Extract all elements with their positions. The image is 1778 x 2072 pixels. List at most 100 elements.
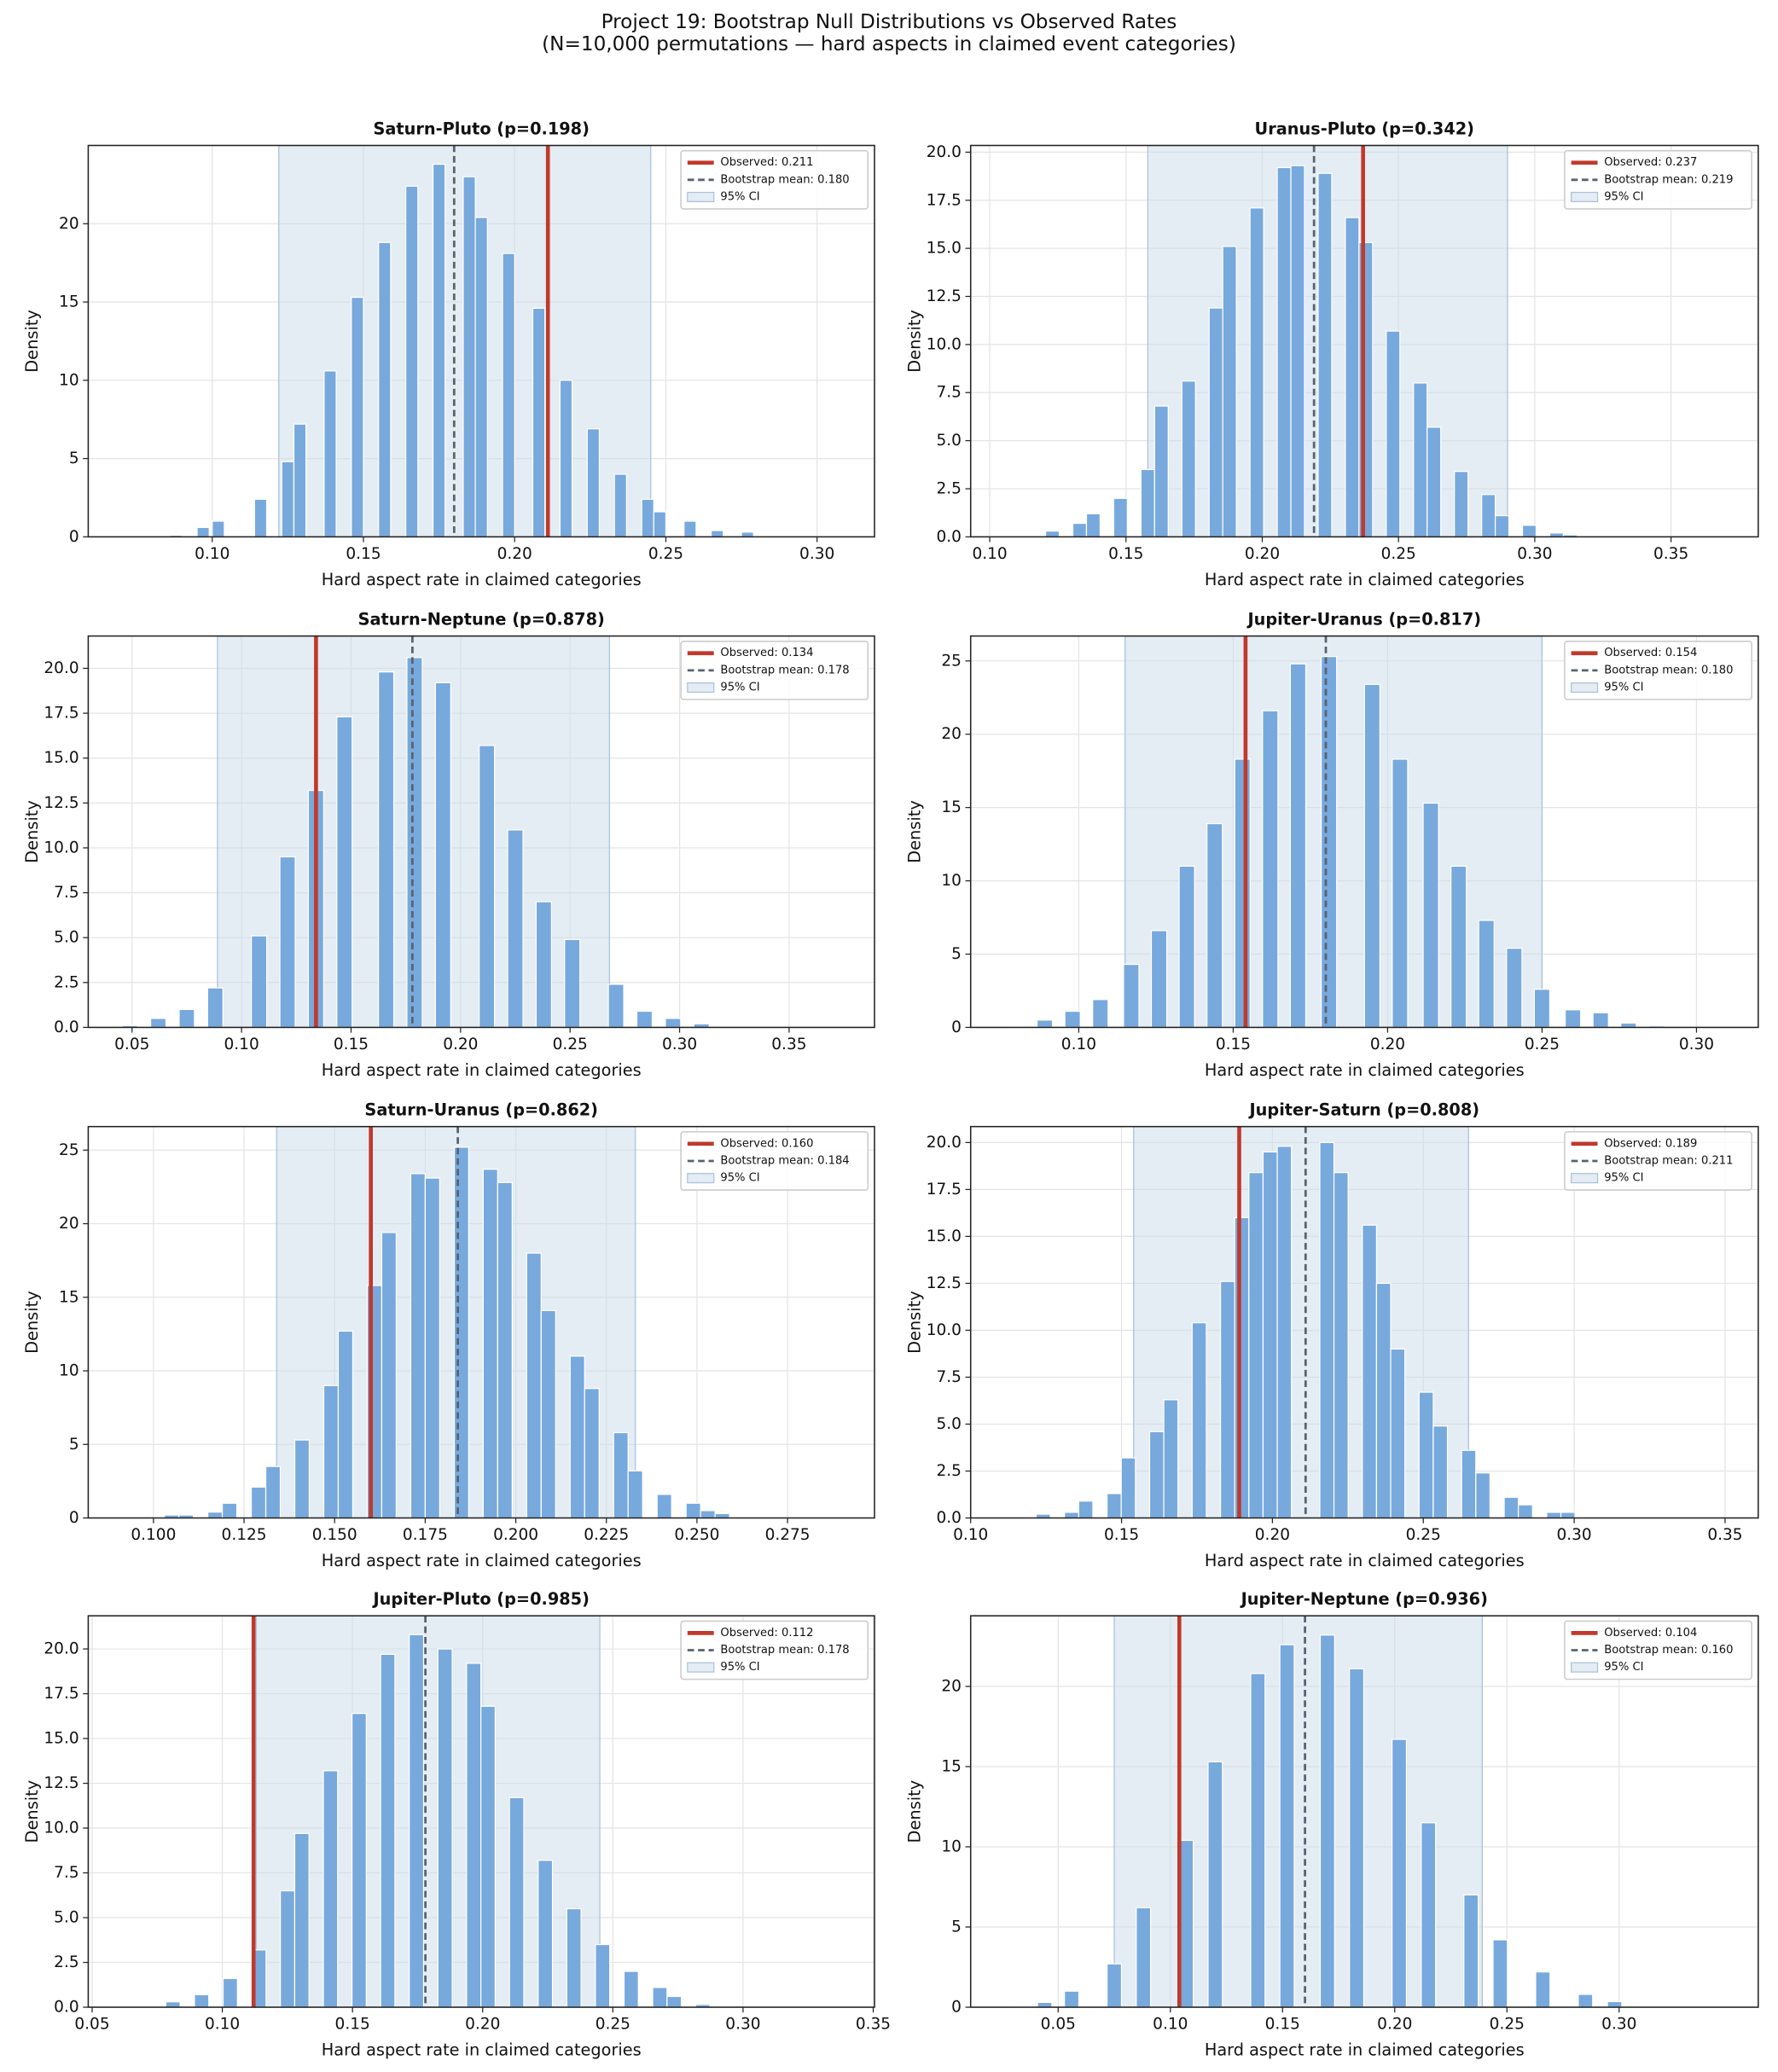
y-tick-label: 5 [951, 1918, 962, 1936]
bar [406, 657, 423, 1028]
y-tick-label: 17.5 [927, 191, 962, 209]
bar [212, 520, 225, 537]
bar [1345, 217, 1360, 537]
bar [293, 1439, 311, 1518]
bar [1163, 1399, 1179, 1518]
y-tick-label: 15 [941, 1757, 962, 1775]
subplot-title: Jupiter-Pluto (p=0.985) [372, 1589, 590, 1609]
legend-label: 95% CI [1604, 1172, 1643, 1185]
x-axis-label: Hard aspect rate in claimed categories [322, 1060, 642, 1080]
y-tick-label: 10 [59, 371, 79, 389]
bar [1432, 1425, 1449, 1518]
y-axis-label: Density [904, 1780, 924, 1843]
bar [322, 1770, 339, 2008]
bar [1106, 1963, 1123, 2008]
bar [1248, 1171, 1264, 1518]
x-tick-label: 0.225 [584, 1526, 629, 1544]
bar [1178, 865, 1195, 1028]
bar [569, 1355, 585, 1518]
x-tick-label: 0.30 [725, 2016, 760, 2034]
y-tick-label: 5.0 [54, 1909, 78, 1927]
y-tick-label: 10.0 [927, 1321, 962, 1339]
subplot: 0.100 0.125 0.150 0.175 0.200 0.225 0.250 0.275… [22, 1100, 875, 1570]
bar [613, 473, 627, 537]
bar [380, 1653, 396, 2008]
subplot-title: Saturn-Pluto (p=0.198) [374, 119, 590, 138]
x-tick-label: 0.25 [1406, 1526, 1441, 1544]
bar [1492, 1939, 1508, 2008]
bar [607, 984, 625, 1028]
y-tick-label: 2.5 [54, 1953, 78, 1971]
bar [1546, 1512, 1562, 1518]
x-tick-label: 0.125 [222, 1526, 267, 1544]
bar [432, 163, 446, 537]
legend-label: Observed: 0.104 [1604, 1627, 1697, 1640]
bar [1208, 307, 1223, 537]
x-tick-label: 0.10 [1061, 1036, 1096, 1053]
bar [1262, 1151, 1278, 1518]
bar [250, 1486, 267, 1518]
plot-area [970, 1616, 1758, 2008]
bar [337, 1330, 354, 1518]
x-tick-label: 0.15 [1108, 545, 1143, 563]
legend-label: Bootstrap mean: 0.178 [720, 1644, 849, 1657]
subplot-title: Uranus-Pluto (p=0.342) [1255, 119, 1474, 138]
bar [1276, 166, 1292, 537]
bar [1120, 1457, 1136, 1518]
subplot: 0.05 0.10 0.15 0.20 0.25 0.30 0.35 0.0 2.5 5.0 7.5… [22, 609, 875, 1080]
subplot-title: Jupiter-Neptune (p=0.936) [1240, 1589, 1488, 1609]
bar [1392, 1738, 1408, 2008]
x-tick-label: 0.20 [1245, 545, 1280, 563]
y-tick-label: 5.0 [54, 929, 78, 947]
legend: Observed: 0.112 Bootstrap mean: 0.178 95% … [680, 1620, 869, 1680]
bar [479, 1705, 497, 2008]
bar [404, 185, 419, 537]
x-tick-label: 0.100 [131, 1526, 176, 1544]
bar [222, 1977, 238, 2008]
bar [1421, 1822, 1437, 2008]
y-axis-label: Density [22, 800, 42, 863]
y-tick-label: 15.0 [927, 1228, 962, 1245]
bar [502, 252, 515, 537]
bar [1506, 948, 1523, 1028]
bar [1333, 1171, 1349, 1518]
y-tick-label: 17.5 [44, 705, 78, 723]
subplot-title: Saturn-Neptune (p=0.878) [358, 609, 605, 629]
legend-box [1564, 641, 1752, 700]
bar [424, 1177, 441, 1518]
bar [540, 1309, 556, 1518]
bar [1319, 1634, 1335, 2008]
legend-label: Observed: 0.237 [1604, 156, 1697, 169]
x-tick-label: 0.20 [1255, 1526, 1290, 1544]
y-tick-label: 7.5 [936, 1368, 961, 1386]
legend-label: Observed: 0.189 [1604, 1137, 1697, 1150]
ci-band [1133, 1126, 1469, 1518]
bar [279, 856, 296, 1028]
y-tick-label: 10 [941, 1837, 962, 1855]
y-tick-label: 15 [59, 1288, 79, 1306]
bar [497, 1181, 513, 1518]
bar [595, 1943, 611, 2008]
bar [656, 1494, 672, 1518]
legend-label: Observed: 0.112 [720, 1627, 813, 1640]
bar [1418, 1391, 1434, 1518]
x-axis-label: Hard aspect rate in claimed categories [1205, 1060, 1525, 1080]
y-tick-label: 2.5 [54, 973, 78, 991]
bar [683, 520, 697, 537]
x-tick-label: 0.10 [205, 2016, 240, 2034]
axes-frame [969, 144, 1759, 538]
x-axis-label: Hard aspect rate in claimed categories [1205, 570, 1525, 589]
bar [251, 935, 268, 1028]
y-tick-label: 12.5 [927, 1274, 962, 1292]
x-tick-label: 0.200 [493, 1526, 538, 1544]
legend-box [680, 1620, 869, 1680]
legend-label: Bootstrap mean: 0.211 [1604, 1154, 1733, 1167]
bar [169, 534, 183, 537]
legend-ci-swatch [687, 191, 715, 203]
bar [1064, 1990, 1080, 2008]
bar [281, 461, 295, 537]
subplot: 0.10 0.15 0.20 0.25 0.30 0 5 10 15 20 25 Jupiter-Ur… [904, 609, 1759, 1080]
subplot-title: Jupiter-Saturn (p=0.808) [1247, 1100, 1479, 1120]
bar [178, 1008, 195, 1028]
